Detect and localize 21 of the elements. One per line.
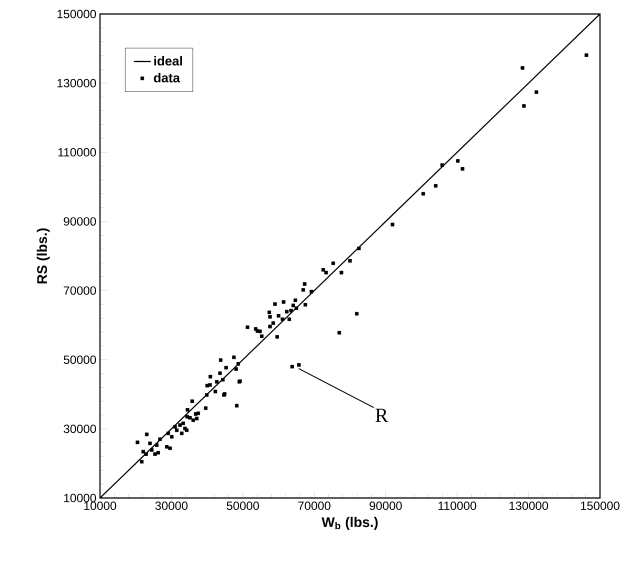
y-tick-label: 150000 xyxy=(57,10,96,18)
x-tick-label: 30000 xyxy=(155,502,188,510)
y-tick-label: 110000 xyxy=(58,148,96,157)
y-tick-label: 30000 xyxy=(64,424,96,434)
y-tick-label: 90000 xyxy=(64,217,96,226)
y-tick-label: 130000 xyxy=(57,78,96,88)
legend-label: ideal xyxy=(154,56,182,66)
x-axis-title: W$_{b}$ (lbs.) xyxy=(322,516,378,530)
legend-label: data xyxy=(154,72,180,82)
x-tick-label: 110000 xyxy=(438,502,476,510)
y-axis-title: RS (lbs.) xyxy=(36,228,50,284)
x-tick-label: 50000 xyxy=(226,502,260,510)
y-tick-label: 70000 xyxy=(64,286,96,295)
x-tick-label: 10000 xyxy=(84,502,116,510)
x-tick-label: 90000 xyxy=(370,502,402,510)
y-tick-label: 50000 xyxy=(64,355,96,364)
annotation: R xyxy=(375,408,388,422)
y-tick-label: 10000 xyxy=(64,494,96,502)
x-tick-label: 70000 xyxy=(298,502,330,510)
x-tick-label: 130000 xyxy=(510,502,548,510)
x-tick-label: 150000 xyxy=(580,502,620,510)
